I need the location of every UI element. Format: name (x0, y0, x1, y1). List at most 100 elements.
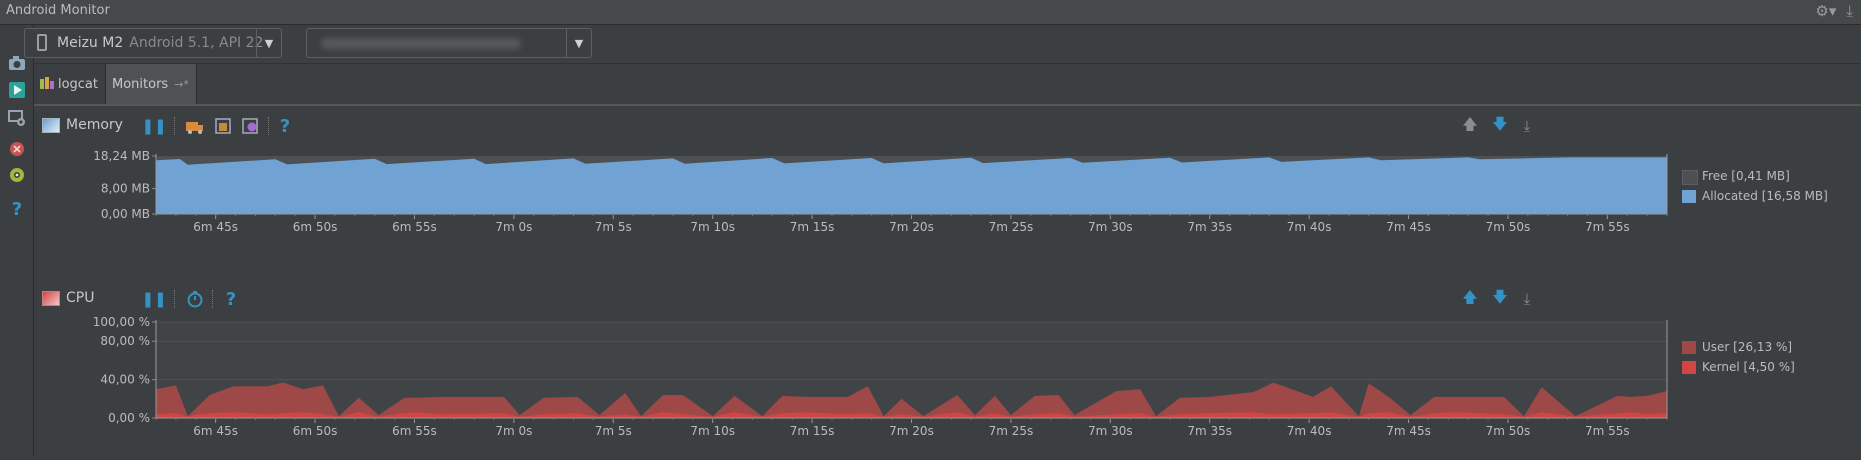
memory-chart-area: 18,24 MB 8,00 MB 0,00 MB 6m 45s 6m 50s 6m 55s… (34, 142, 1861, 260)
arrow-down-icon[interactable]: 🡇 (1492, 114, 1508, 133)
method-tracing-icon[interactable] (184, 288, 206, 310)
device-name: Meizu M2 (57, 35, 124, 51)
legend-label: Free [0,41 MB] (1702, 169, 1790, 183)
gear-icon[interactable]: ⚙▾ (1815, 2, 1837, 20)
legend-label: Kernel [4,50 %] (1702, 360, 1795, 374)
y-tick-label: 18,24 MB (93, 149, 150, 163)
x-tick-label: 7m 35s (1187, 220, 1232, 234)
logcat-icon (40, 77, 54, 89)
x-tick-label: 7m 40s (1287, 220, 1332, 234)
window-title: Android Monitor (6, 3, 110, 18)
terminate-icon[interactable] (6, 141, 28, 163)
x-tick-label: 7m 5s (595, 220, 632, 234)
x-tick-label: 6m 55s (392, 220, 437, 234)
left-toolbar: ? (0, 25, 34, 456)
x-tick-label: 6m 55s (392, 424, 437, 438)
x-tick-label: 6m 45s (193, 424, 238, 438)
device-info: Android 5.1, API 22 (129, 35, 264, 51)
toolbar-separator (174, 117, 175, 135)
allocation-tracking-icon[interactable] (240, 115, 262, 137)
pause-icon[interactable]: ❚❚ (141, 290, 167, 308)
memory-title: Memory (66, 117, 123, 133)
x-tick-label: 7m 35s (1187, 424, 1232, 438)
toolbar-separator (268, 117, 269, 135)
tab-logcat[interactable]: logcat (34, 64, 104, 104)
hide-panel-icon[interactable]: ⤓ (1846, 2, 1853, 20)
memory-monitor-icon (42, 118, 60, 133)
legend-label: Allocated [16,58 MB] (1702, 189, 1828, 203)
process-name-blurred (321, 38, 521, 49)
memory-header: Memory ❚❚ ? 🡅 🡇 ⤓ (34, 111, 1861, 141)
legend-label: User [26,13 %] (1702, 340, 1793, 354)
memory-legend: Free [0,41 MB] Allocated [16,58 MB] (1682, 166, 1828, 206)
legend-item-user: User [26,13 %] (1682, 337, 1795, 357)
chevron-down-icon[interactable]: ▼ (566, 29, 591, 57)
cpu-title: CPU (66, 290, 95, 306)
process-selector[interactable]: ▼ (306, 28, 592, 58)
toolbar-separator (174, 290, 175, 308)
x-tick-label: 7m 0s (495, 220, 532, 234)
initiate-gc-icon[interactable] (184, 115, 206, 137)
screen-record-icon[interactable] (6, 109, 28, 131)
x-tick-label: 7m 55s (1585, 424, 1630, 438)
cpu-legend: User [26,13 %] Kernel [4,50 %] (1682, 337, 1795, 377)
arrow-up-icon[interactable]: 🡅 (1462, 114, 1478, 133)
arrow-down-icon[interactable]: 🡇 (1492, 287, 1508, 306)
title-bar: Android Monitor ⚙▾ ⤓ (0, 0, 1861, 25)
x-tick-label: 7m 15s (790, 424, 835, 438)
x-tick-label: 7m 10s (690, 424, 735, 438)
x-tick-label: 7m 25s (989, 424, 1034, 438)
cpu-user-area (156, 382, 1667, 418)
legend-item-free: Free [0,41 MB] (1682, 166, 1828, 186)
x-tick-label: 6m 45s (193, 220, 238, 234)
x-tick-label: 7m 15s (790, 220, 835, 234)
help-icon[interactable]: ? (279, 115, 291, 137)
legend-item-allocated: Allocated [16,58 MB] (1682, 186, 1828, 206)
help-icon[interactable]: ? (11, 199, 23, 220)
device-selector[interactable]: Meizu M2 Android 5.1, API 22 ▼ (24, 28, 282, 58)
tab-bar: logcat Monitors →* (34, 64, 1861, 106)
tab-monitors-label: Monitors (112, 76, 169, 92)
expand-icon[interactable]: ⤓ (1523, 117, 1531, 135)
cpu-monitor-icon (42, 291, 60, 306)
x-tick-label: 7m 25s (989, 220, 1034, 234)
tab-monitors[interactable]: Monitors →* (105, 64, 197, 104)
x-tick-label: 6m 50s (293, 424, 338, 438)
pause-icon[interactable]: ❚❚ (141, 117, 167, 135)
y-tick-label: 40,00 % (100, 373, 150, 387)
y-tick-label: 0,00 % (108, 411, 150, 425)
x-tick-label: 7m 45s (1386, 424, 1431, 438)
help-icon[interactable]: ? (225, 288, 237, 310)
phone-icon (37, 34, 47, 51)
legend-item-kernel: Kernel [4,50 %] (1682, 357, 1795, 377)
y-tick-label: 80,00 % (100, 334, 150, 348)
expand-icon[interactable]: ⤓ (1523, 290, 1531, 308)
run-icon[interactable] (6, 82, 28, 104)
legend-swatch (1682, 361, 1696, 374)
memory-chart: 18,24 MB 8,00 MB 0,00 MB 6m 45s 6m 50s 6m 55s… (93, 149, 1668, 234)
dump-java-heap-icon[interactable] (212, 115, 234, 137)
y-tick-label: 0,00 MB (101, 207, 150, 221)
legend-swatch (1682, 170, 1698, 185)
x-tick-label: 7m 55s (1585, 220, 1630, 234)
arrow-up-icon[interactable]: 🡅 (1462, 287, 1478, 306)
screenshot-icon[interactable] (6, 55, 28, 77)
cpu-chart: 100,00 % 80,00 % 40,00 % 0,00 % 6m 45s 6m 50s… (93, 315, 1668, 438)
x-tick-label: 7m 10s (690, 220, 735, 234)
chevron-down-icon[interactable]: ▼ (256, 29, 281, 57)
y-tick-label: 8,00 MB (101, 182, 150, 196)
legend-swatch (1682, 190, 1696, 203)
x-tick-label: 6m 50s (293, 220, 338, 234)
cpu-header: CPU ❚❚ ? 🡅 🡇 ⤓ (34, 284, 1861, 314)
x-tick-label: 7m 20s (889, 424, 934, 438)
x-tick-label: 7m 45s (1386, 220, 1431, 234)
x-tick-label: 7m 40s (1287, 424, 1332, 438)
cpu-kernel-area (156, 412, 1667, 418)
cpu-chart-area: 100,00 % 80,00 % 40,00 % 0,00 % 6m 45s 6m 50s… (34, 315, 1861, 456)
x-tick-label: 7m 30s (1088, 424, 1133, 438)
pin-tab-icon[interactable]: →* (174, 77, 189, 91)
system-info-icon[interactable] (6, 167, 28, 189)
x-tick-label: 7m 0s (495, 424, 532, 438)
x-tick-label: 7m 50s (1486, 220, 1531, 234)
x-tick-label: 7m 5s (595, 424, 632, 438)
